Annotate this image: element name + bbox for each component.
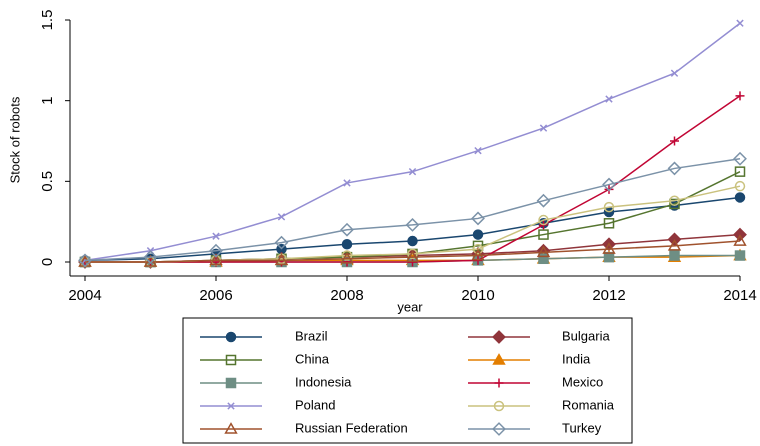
legend-label: India (562, 351, 591, 366)
data-point (603, 251, 615, 263)
data-point (143, 250, 158, 265)
data-point (340, 251, 354, 264)
data-point (734, 180, 746, 192)
legend-label: Mexico (562, 374, 603, 389)
y-tick-label: 1.5 (39, 10, 56, 31)
legend-marker (492, 353, 506, 365)
legend-label: Poland (295, 397, 335, 412)
x-tick-label: 2012 (592, 287, 625, 304)
data-point (733, 234, 747, 246)
legend (182, 317, 633, 444)
data-point (341, 239, 353, 250)
legend-label: Brazil (295, 328, 328, 343)
data-point (538, 253, 549, 265)
legend-marker (494, 378, 504, 388)
x-tick-label: 2010 (461, 287, 494, 304)
data-point (670, 69, 679, 77)
data-point (733, 151, 747, 166)
data-point (538, 214, 549, 226)
y-axis-label: Stock of robots (7, 96, 22, 183)
data-point (603, 201, 615, 213)
data-point (343, 179, 351, 187)
legend-marker (224, 422, 238, 434)
legend-label: China (295, 351, 330, 366)
x-tick-label: 2006 (199, 287, 232, 304)
data-point (472, 243, 484, 255)
data-point (472, 229, 484, 240)
x-axis-label: year (397, 299, 423, 314)
data-point (209, 253, 223, 266)
data-point (736, 19, 744, 27)
series-line (85, 170, 741, 263)
data-point (340, 222, 354, 237)
data-point (407, 235, 418, 247)
legend-label: Romania (562, 397, 615, 412)
legend-label: Bulgaria (562, 328, 610, 343)
data-point (277, 213, 286, 221)
data-point (78, 253, 92, 268)
x-tick-label: 2008 (330, 287, 363, 304)
data-point (734, 192, 746, 203)
data-point (667, 238, 682, 251)
series-line (85, 240, 741, 263)
legend-marker (492, 330, 506, 344)
legend-label: Turkey (562, 420, 602, 435)
data-point (734, 166, 746, 177)
data-point (473, 255, 483, 265)
legend-label: Russian Federation (295, 420, 408, 435)
y-tick-label: 1 (39, 96, 56, 104)
data-point (405, 217, 420, 232)
legend-marker (225, 354, 237, 366)
data-point (471, 211, 485, 226)
data-point (734, 250, 746, 261)
data-point (408, 167, 417, 176)
data-point (735, 91, 745, 101)
data-point (471, 248, 485, 261)
legend-marker (492, 422, 506, 436)
data-point (669, 195, 680, 206)
data-point (667, 161, 682, 176)
data-point (474, 146, 482, 155)
data-point (341, 250, 353, 261)
data-point (602, 242, 616, 254)
y-tick-label: 0.5 (39, 171, 56, 192)
data-point (407, 248, 418, 260)
x-tick-label: 2014 (723, 287, 756, 304)
data-point (209, 243, 223, 258)
data-point (536, 193, 551, 208)
legend-label: Indonesia (295, 374, 352, 389)
series-line (84, 158, 741, 262)
data-point (536, 245, 551, 258)
y-tick-label: 0 (39, 258, 56, 266)
data-point (538, 229, 549, 240)
legend-marker (227, 402, 235, 410)
data-point (602, 177, 616, 192)
data-point (603, 218, 615, 229)
data-point (670, 136, 679, 146)
data-point (669, 250, 680, 261)
data-point (605, 95, 613, 103)
data-point (405, 250, 420, 262)
data-point (539, 124, 548, 132)
data-point (212, 232, 220, 240)
data-point (274, 253, 289, 266)
legend-marker (225, 377, 237, 389)
legend-marker (225, 331, 237, 343)
legend-marker (493, 400, 505, 412)
data-point (669, 198, 680, 210)
x-tick-label: 2004 (68, 287, 101, 304)
data-point (274, 235, 289, 250)
